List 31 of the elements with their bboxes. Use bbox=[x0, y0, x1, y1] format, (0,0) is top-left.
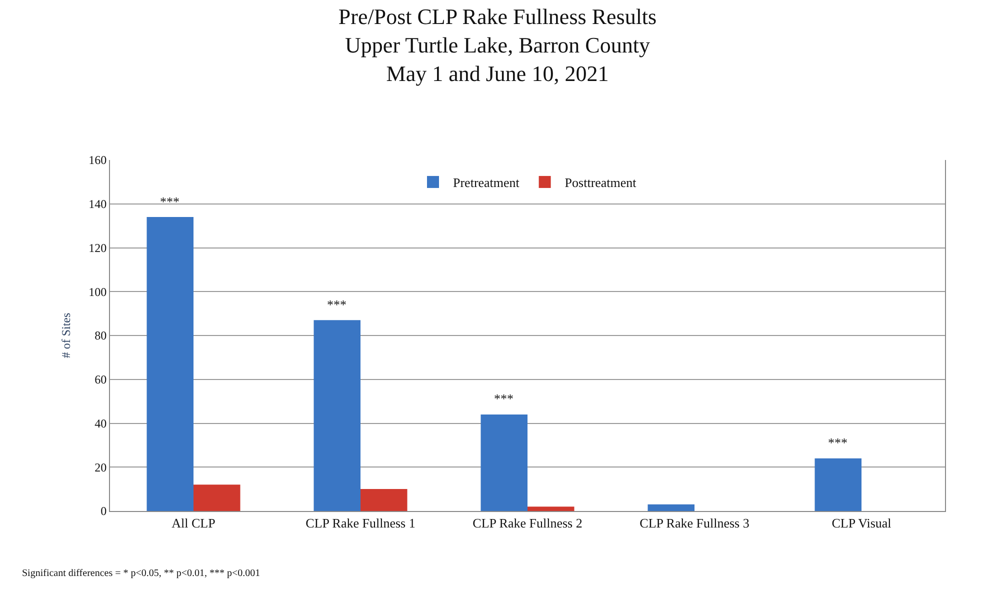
x-tick-label: CLP Rake Fullness 2 bbox=[472, 516, 582, 531]
legend-label: Posttreatment bbox=[564, 175, 637, 190]
annotation: *** bbox=[828, 435, 848, 450]
y-tick-label: 40 bbox=[94, 416, 107, 430]
bar bbox=[194, 484, 240, 511]
bar bbox=[480, 414, 528, 511]
x-tick-label: All CLP bbox=[172, 516, 216, 531]
bar bbox=[814, 458, 862, 511]
y-tick-label: 60 bbox=[94, 372, 107, 387]
x-tick-label: CLP Rake Fullness 1 bbox=[306, 516, 416, 531]
y-tick-label: 80 bbox=[94, 328, 107, 343]
chart-title: Pre/Post CLP Rake Fullness Results Upper Turtle Lake, Barron County May 1 and June 10, 2021 bbox=[338, 4, 657, 86]
bar bbox=[146, 217, 194, 511]
y-tick-label: 120 bbox=[88, 240, 107, 255]
annotation: *** bbox=[327, 297, 346, 312]
text: Significant differences = * p<0.05, ** p<0.01, *** p<0.001 bbox=[22, 568, 260, 579]
bar bbox=[314, 320, 360, 511]
y-tick-label: 20 bbox=[94, 460, 107, 474]
annotation: *** bbox=[494, 391, 514, 406]
x-tick-label: CLP Visual bbox=[832, 516, 892, 531]
bar bbox=[648, 504, 694, 511]
y-axis-title: # of Sites bbox=[58, 312, 73, 358]
bar bbox=[528, 506, 574, 511]
y-tick-label: 100 bbox=[88, 284, 107, 299]
y-tick-label: 0 bbox=[100, 504, 107, 518]
y-tick-label: 160 bbox=[88, 153, 107, 168]
legend-label: Pretreatment bbox=[453, 175, 520, 190]
x-tick-label: CLP Rake Fullness 3 bbox=[640, 516, 750, 531]
annotation: *** bbox=[160, 194, 180, 209]
bar bbox=[360, 489, 408, 511]
y-tick-label: 140 bbox=[88, 197, 107, 212]
